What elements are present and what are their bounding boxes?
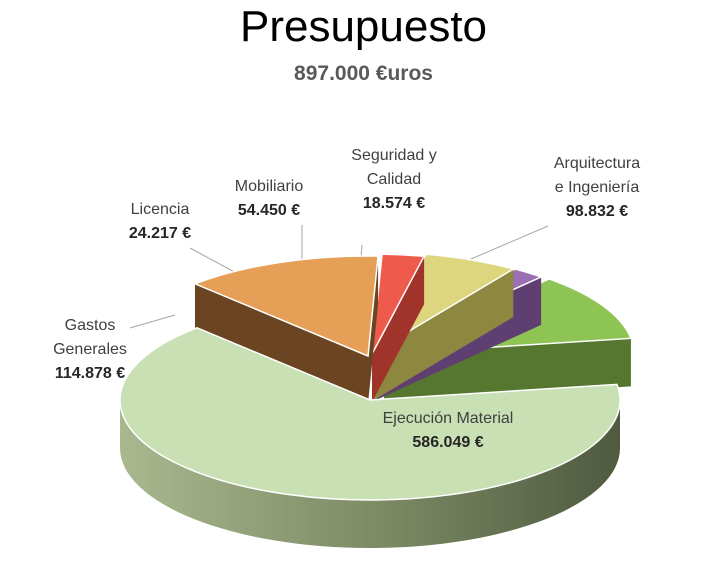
slice-top bbox=[192, 255, 379, 358]
chart-title: Presupuesto bbox=[239, 2, 488, 51]
pie-slice bbox=[371, 253, 426, 402]
leader-line bbox=[129, 314, 176, 329]
leader-line bbox=[189, 247, 241, 276]
slice-value-label: 114.878 € bbox=[55, 365, 125, 382]
pie-slice bbox=[192, 255, 379, 404]
slice-label: Calidad bbox=[367, 171, 421, 188]
slice-value-label: 98.832 € bbox=[566, 203, 628, 220]
slice-label: Licencia bbox=[131, 201, 190, 218]
slice-label: Gastos bbox=[65, 317, 116, 334]
slice-value-label: 54.450 € bbox=[238, 202, 300, 219]
slice-cut-face bbox=[194, 283, 368, 404]
slice-value-label: 586.049 € bbox=[412, 434, 483, 451]
pie-slices bbox=[119, 253, 633, 548]
slice-cut-face bbox=[368, 256, 379, 404]
pie-slice bbox=[119, 327, 621, 548]
slice-label: Generales bbox=[53, 341, 127, 358]
chart-subtitle: 897.000 €uros bbox=[294, 62, 433, 85]
slice-label: Ejecución Material bbox=[383, 410, 514, 427]
slice-label: Arquitectura bbox=[554, 155, 640, 172]
slice-value-label: 24.217 € bbox=[129, 225, 191, 242]
slice-label: Seguridad y bbox=[351, 147, 436, 164]
slice-label: e Ingeniería bbox=[555, 179, 640, 196]
slice-value-label: 18.574 € bbox=[363, 195, 425, 212]
slice-labels: Ejecución Material 586.049 € Gastos General… bbox=[53, 147, 640, 451]
slice-side bbox=[120, 400, 620, 548]
slice-cut-face bbox=[374, 268, 514, 400]
slice-top bbox=[371, 253, 426, 355]
slice-cut-face bbox=[372, 256, 425, 402]
slice-top bbox=[119, 327, 621, 501]
slice-label: Mobiliario bbox=[235, 178, 304, 195]
